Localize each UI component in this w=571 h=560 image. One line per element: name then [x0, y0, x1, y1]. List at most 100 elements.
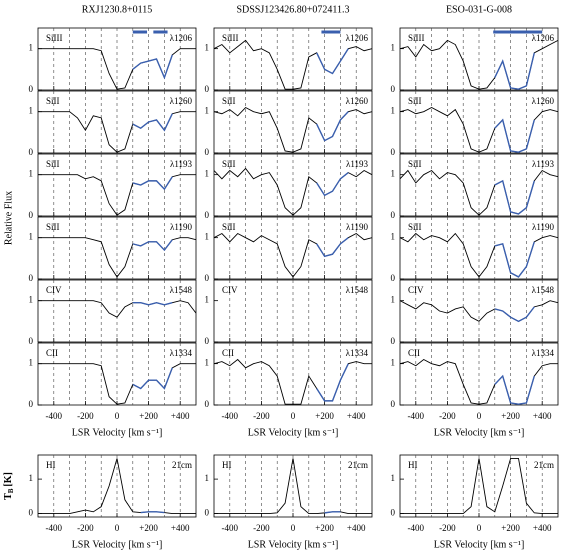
x-tick-label: -200 [439, 411, 456, 421]
spectrum-line [494, 374, 535, 405]
ion-label: HI [408, 460, 418, 470]
x-tick-label: +200 [139, 411, 158, 421]
x-tick-label: -200 [253, 523, 270, 533]
y-tick-label: 0 [391, 399, 396, 409]
plot-area [400, 457, 558, 515]
x-axis-label: LSR Velocity [km s⁻¹] [248, 427, 339, 438]
ion-label: SiII [408, 222, 422, 232]
y-axis-label-part: [K] [3, 472, 14, 486]
y-tick-label: 0 [205, 273, 210, 283]
x-axis-label: LSR Velocity [km s⁻¹] [434, 427, 525, 438]
line-label: λ1548 [532, 285, 555, 295]
y-tick-label: 1 [391, 295, 396, 305]
spectrum-line [132, 302, 173, 306]
x-axis-label: LSR Velocity [km s⁻¹] [248, 539, 339, 550]
line-label: λ1334 [532, 348, 555, 358]
y-tick-label: 0 [29, 147, 34, 157]
plot-area [38, 237, 196, 278]
spectrum-line [494, 179, 535, 215]
x-tick-label: -200 [439, 523, 456, 533]
y-tick-label: 1 [205, 473, 210, 483]
plot-area [400, 358, 558, 405]
line-label: λ1190 [346, 222, 369, 232]
ion-label: CIV [222, 285, 238, 295]
x-tick-label: -200 [77, 523, 94, 533]
y-tick-label: 1 [205, 295, 210, 305]
plot-area [214, 458, 372, 515]
x-tick-label: -400 [46, 523, 63, 533]
x-tick-label: -400 [46, 411, 63, 421]
y-tick-label: 0 [391, 210, 396, 220]
x-tick-label: 0 [291, 411, 296, 421]
y-tick-label: 1 [29, 358, 34, 368]
x-tick-label: +200 [315, 411, 334, 421]
plot-area [214, 358, 372, 405]
line-label: λ1193 [346, 159, 369, 169]
x-tick-label: 0 [291, 523, 296, 533]
spectrum-line [316, 363, 349, 402]
line-label: λ1193 [532, 159, 555, 169]
x-axis-label: LSR Velocity [km s⁻¹] [72, 427, 163, 438]
ion-label: SiII [408, 159, 422, 169]
y-tick-label: 0 [391, 84, 396, 94]
y-tick-label: 0 [205, 210, 210, 220]
x-tick-label: 0 [115, 411, 120, 421]
x-tick-label: -200 [253, 411, 270, 421]
y-tick-label: 0 [391, 273, 396, 283]
x-tick-label: +200 [315, 523, 334, 533]
y-tick-label: 1 [205, 169, 210, 179]
y-tick-label: 1 [391, 358, 396, 368]
plot-area [38, 300, 196, 318]
spectrum-line [494, 118, 535, 153]
plot-area [400, 169, 558, 216]
y-axis-label-part: T [3, 493, 14, 500]
y-tick-label: 0 [29, 399, 34, 409]
column-title: SDSSJ123426.80+072411.3 [236, 4, 349, 15]
x-tick-label: +200 [139, 523, 158, 533]
y-tick-label: 0 [205, 84, 210, 94]
column-title: RXJ1230.8+0115 [82, 4, 153, 15]
y-axis-label: TB [K] [3, 472, 14, 500]
spectrum-line [132, 176, 173, 191]
ion-label: SiIII [222, 33, 239, 43]
plot-area [400, 39, 558, 90]
y-tick-label: 1 [29, 43, 34, 53]
line-label: λ1548 [346, 285, 369, 295]
y-tick-label: 0 [29, 84, 34, 94]
x-tick-label: +200 [501, 523, 520, 533]
ion-label: HI [46, 460, 56, 470]
y-tick-label: 1 [29, 473, 34, 483]
ion-label: SiII [222, 222, 236, 232]
spectrum-line [324, 511, 341, 514]
x-tick-label: -400 [408, 523, 425, 533]
plot-area [214, 167, 372, 216]
line-label: λ1334 [346, 348, 369, 358]
x-tick-label: 0 [115, 523, 120, 533]
plot-area [400, 107, 558, 153]
line-label: λ1334 [170, 348, 193, 358]
plot-area [38, 48, 196, 90]
x-tick-label: +200 [501, 411, 520, 421]
plot-area [214, 39, 372, 90]
y-tick-label: 0 [205, 399, 210, 409]
plot-area [38, 174, 196, 216]
y-tick-label: 1 [29, 169, 34, 179]
spectrum-line [132, 54, 173, 80]
y-tick-label: 1 [391, 232, 396, 242]
y-tick-label: 0 [205, 508, 210, 518]
ion-label: SiII [46, 159, 60, 169]
x-tick-label: -400 [222, 523, 239, 533]
y-tick-label: 1 [29, 232, 34, 242]
y-tick-label: 0 [391, 508, 396, 518]
spectrum-line [400, 457, 558, 515]
x-axis-label: LSR Velocity [km s⁻¹] [434, 539, 525, 550]
spectrum-line [214, 458, 372, 515]
y-tick-label: 1 [205, 106, 210, 116]
x-tick-label: -200 [77, 411, 94, 421]
plot-area [214, 106, 372, 153]
y-tick-label: 1 [391, 169, 396, 179]
plot-area [400, 300, 558, 323]
plot-area [214, 232, 372, 278]
y-tick-label: 1 [205, 358, 210, 368]
line-label: λ1548 [170, 285, 193, 295]
